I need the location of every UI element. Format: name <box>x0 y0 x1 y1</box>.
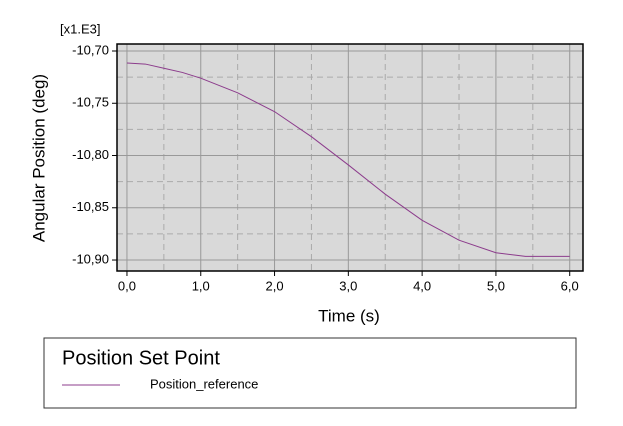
plot-area <box>117 44 583 271</box>
x-tick-label: 5,0 <box>487 278 505 293</box>
y-tick-label: -10,80 <box>72 147 109 162</box>
x-tick-label: 6,0 <box>561 278 579 293</box>
plot-frame <box>116 43 584 272</box>
y-tick-label: -10,75 <box>72 95 109 110</box>
x-tick-label: 3,0 <box>339 278 357 293</box>
legend-box <box>43 337 577 409</box>
legend-label: Position_reference <box>150 376 258 391</box>
legend-title: Position Set Point <box>62 347 220 369</box>
y-tick-label: -10,70 <box>72 42 109 57</box>
series-line <box>126 62 570 257</box>
y-tick-label: -10,85 <box>72 199 109 214</box>
x-tick-label: 2,0 <box>266 278 284 293</box>
y-multiplier: [x1.E3] <box>60 21 100 36</box>
y-tick-label: -10,90 <box>72 251 109 266</box>
x-tick-label: 4,0 <box>413 278 431 293</box>
x-tick-label: 0,0 <box>118 278 136 293</box>
x-axis-label: Time (s) <box>318 306 380 325</box>
y-axis-label: Angular Position (deg) <box>29 74 48 242</box>
x-tick-label: 1,0 <box>192 278 210 293</box>
